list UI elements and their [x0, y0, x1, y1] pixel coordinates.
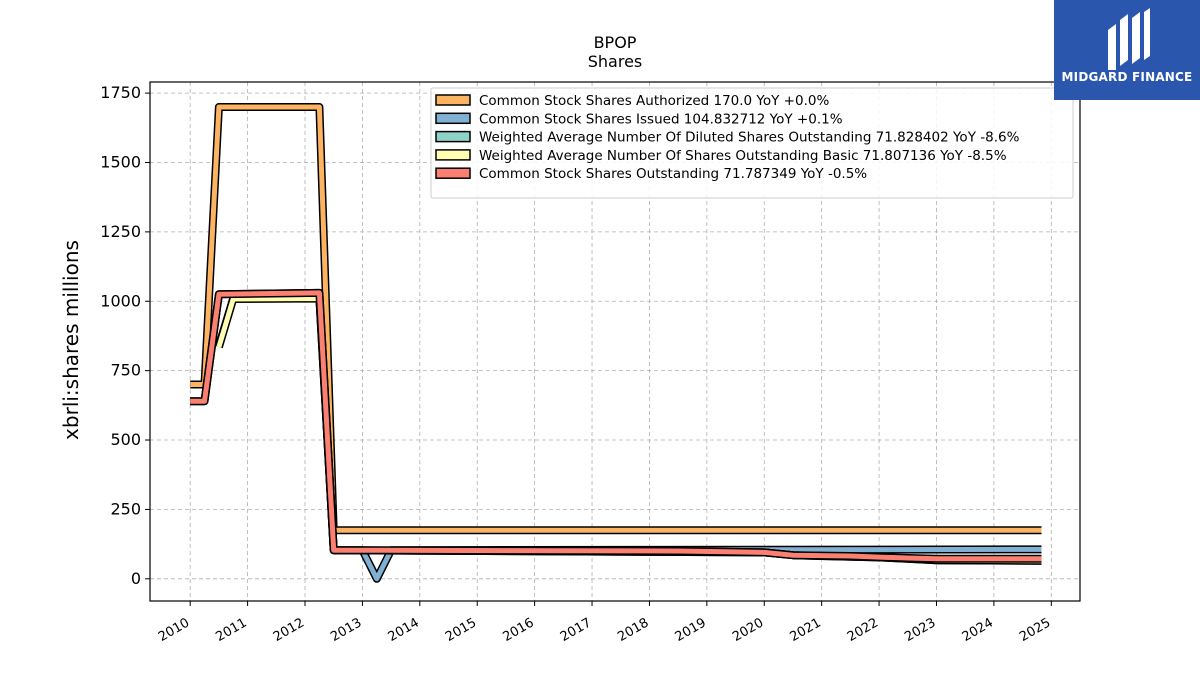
legend-label-1: Common Stock Shares Issued 104.832712 Yo…	[479, 111, 843, 127]
y-tick-label: 1500	[100, 152, 141, 171]
series-line-outline-2	[215, 293, 1042, 565]
legend-frame	[430, 87, 1074, 199]
x-tick-label: 2018	[615, 615, 651, 645]
legend: Common Stock Shares Authorized 170.0 YoY…	[430, 87, 1074, 199]
series-line-outline-4	[190, 288, 1042, 563]
legend-label-0: Common Stock Shares Authorized 170.0 YoY…	[479, 93, 829, 109]
x-tick-label: 2010	[156, 615, 192, 645]
x-tick-label: 2023	[902, 615, 938, 645]
y-tick-label: 1250	[100, 222, 141, 241]
series-line-3	[216, 296, 1042, 564]
y-tick-label: 750	[110, 361, 141, 380]
x-tick-label: 2022	[845, 615, 881, 645]
legend-swatch-2	[435, 130, 471, 143]
y-axis: 0 250 500 750 1000 1250 1500 1750	[100, 83, 150, 588]
series-line-outline-3	[215, 294, 1042, 565]
logo-text: MIDGARD FINANCE	[1061, 70, 1193, 84]
chart-title: BPOP	[594, 33, 637, 52]
x-tick-label: 2019	[673, 615, 709, 645]
plot-area-frame	[149, 81, 1081, 602]
chart-subtitle: Shares	[588, 52, 643, 71]
y-tick-label: 0	[131, 569, 141, 588]
series-line-4	[190, 290, 1042, 562]
x-tick-label: 2012	[271, 615, 307, 645]
x-tick-label: 2014	[386, 615, 422, 645]
legend-swatch-0	[435, 94, 471, 106]
series-line-0	[190, 104, 1042, 533]
x-tick-label: 2016	[500, 615, 536, 645]
y-tick-label: 1000	[100, 291, 141, 310]
x-tick-label: 2025	[1017, 615, 1053, 645]
series-group	[190, 103, 1042, 583]
legend-swatch-1	[435, 112, 471, 125]
x-axis: 2010 2011 2012 2013 2014 2015 2016 2017 2018 2019…	[156, 601, 1053, 645]
legend-label-3: Weighted Average Number Of Shares Outsta…	[479, 148, 1007, 164]
y-tick-label: 1750	[100, 83, 141, 102]
legend-swatch-4	[435, 167, 471, 179]
x-tick-label: 2015	[443, 615, 479, 645]
x-tick-label: 2020	[730, 615, 766, 645]
legend-label-2: Weighted Average Number Of Diluted Share…	[479, 130, 1020, 146]
x-tick-label: 2021	[788, 615, 824, 645]
y-tick-label: 500	[110, 430, 141, 449]
x-tick-label: 2024	[960, 615, 996, 645]
legend-swatch-3	[435, 149, 471, 161]
y-tick-label: 250	[110, 499, 141, 518]
brand-logo: MIDGARD FINANCE	[1054, 0, 1200, 100]
logo-mark-icon	[1108, 8, 1150, 70]
x-tick-label: 2013	[328, 615, 364, 645]
series-line-2	[216, 295, 1042, 564]
y-axis-label: xbrli:shares millions	[59, 240, 83, 440]
legend-label-4: Common Stock Shares Outstanding 71.78734…	[479, 166, 867, 182]
x-tick-label: 2011	[213, 615, 249, 645]
x-tick-label: 2017	[558, 615, 594, 645]
